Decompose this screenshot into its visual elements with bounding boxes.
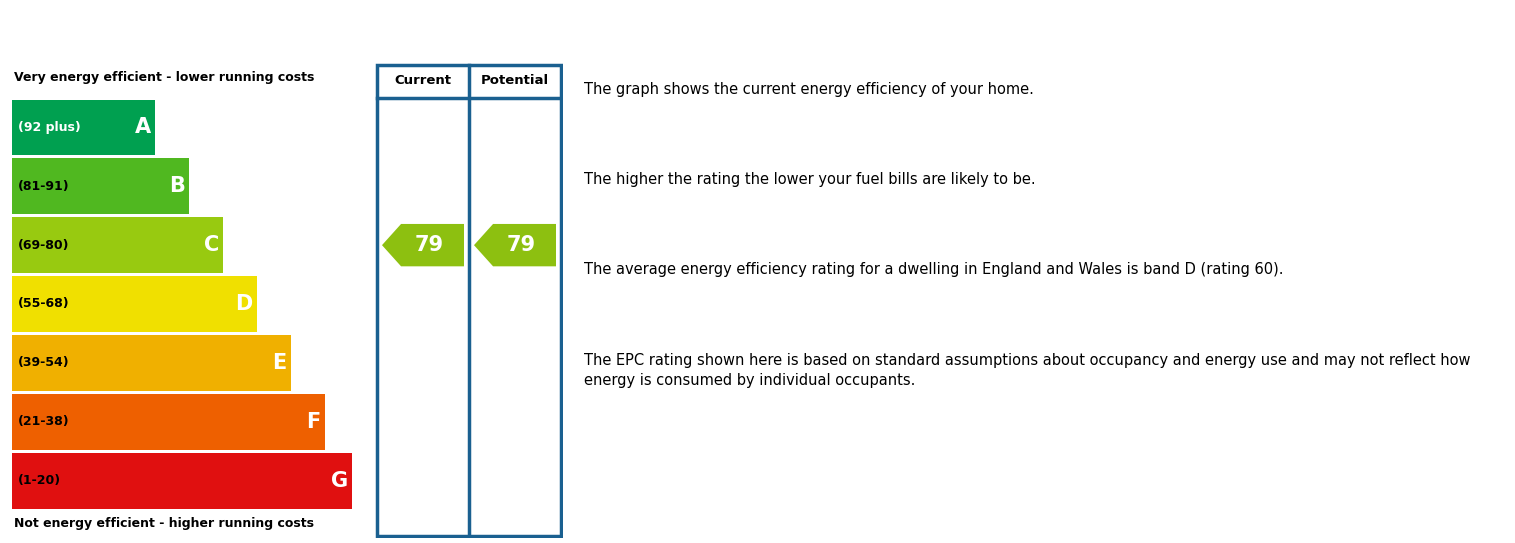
Bar: [12, 335, 291, 391]
Text: 79: 79: [506, 235, 535, 255]
Text: G: G: [330, 471, 348, 490]
Text: (92 plus): (92 plus): [18, 121, 80, 134]
Text: (21-38): (21-38): [18, 415, 70, 428]
Polygon shape: [382, 224, 464, 266]
Bar: [12, 276, 258, 332]
Bar: [12, 99, 155, 155]
Text: The EPC rating shown here is based on standard assumptions about occupancy and e: The EPC rating shown here is based on st…: [585, 353, 1471, 388]
Text: The higher the rating the lower your fuel bills are likely to be.: The higher the rating the lower your fue…: [585, 172, 1036, 187]
Bar: [12, 159, 189, 214]
Text: (1-20): (1-20): [18, 474, 61, 487]
Text: Very energy efficient - lower running costs: Very energy efficient - lower running co…: [14, 71, 315, 84]
Text: B: B: [170, 176, 185, 196]
Text: The average energy efficiency rating for a dwelling in England and Wales is band: The average energy efficiency rating for…: [585, 262, 1283, 277]
Text: 79: 79: [414, 235, 444, 255]
Text: (81-91): (81-91): [18, 180, 70, 193]
Bar: [12, 453, 351, 508]
Text: D: D: [235, 294, 253, 314]
Text: (55-68): (55-68): [18, 298, 70, 311]
Text: The graph shows the current energy efficiency of your home.: The graph shows the current energy effic…: [585, 82, 1035, 97]
Bar: [12, 217, 223, 273]
Text: A: A: [135, 117, 152, 137]
Text: (39-54): (39-54): [18, 356, 70, 369]
Bar: [12, 394, 324, 450]
Text: C: C: [203, 235, 218, 255]
Text: Potential: Potential: [480, 74, 548, 87]
Text: Energy Efficiency Rating: Energy Efficiency Rating: [18, 18, 401, 46]
Text: F: F: [306, 412, 321, 432]
Text: Current: Current: [394, 74, 451, 87]
Text: Not energy efficient - higher running costs: Not energy efficient - higher running co…: [14, 517, 314, 530]
Polygon shape: [474, 224, 556, 266]
Text: E: E: [273, 353, 286, 373]
Text: (69-80): (69-80): [18, 238, 70, 251]
